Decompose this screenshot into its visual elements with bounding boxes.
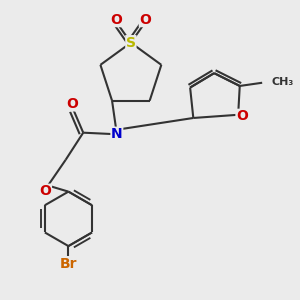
Text: O: O	[140, 13, 151, 27]
Text: O: O	[66, 97, 78, 111]
Text: N: N	[111, 127, 123, 141]
Text: O: O	[110, 13, 122, 27]
Text: Br: Br	[60, 257, 77, 271]
Text: O: O	[40, 184, 51, 198]
Text: CH₃: CH₃	[271, 77, 293, 87]
Text: O: O	[236, 110, 248, 123]
Text: S: S	[126, 36, 136, 50]
